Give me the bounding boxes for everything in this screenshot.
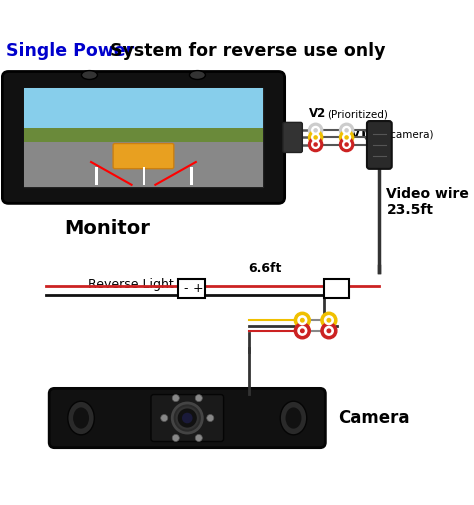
- Circle shape: [312, 140, 319, 148]
- FancyBboxPatch shape: [113, 143, 174, 169]
- Text: V2: V2: [310, 107, 327, 120]
- Circle shape: [321, 323, 337, 339]
- Text: +: +: [192, 282, 203, 295]
- Text: Reverse Light: Reverse Light: [88, 278, 174, 291]
- Text: 6.6ft: 6.6ft: [248, 262, 282, 275]
- Circle shape: [339, 123, 354, 137]
- Text: (2nd camera): (2nd camera): [364, 130, 434, 140]
- Circle shape: [325, 316, 333, 325]
- Ellipse shape: [68, 401, 94, 435]
- Circle shape: [312, 126, 319, 134]
- Circle shape: [343, 140, 350, 148]
- Circle shape: [345, 129, 348, 132]
- Circle shape: [345, 143, 348, 146]
- Circle shape: [195, 434, 202, 441]
- Circle shape: [207, 415, 214, 422]
- Circle shape: [182, 413, 192, 423]
- Ellipse shape: [190, 71, 205, 79]
- Bar: [178, 279, 205, 298]
- Text: Single Power: Single Power: [6, 42, 134, 60]
- Circle shape: [343, 126, 350, 134]
- Circle shape: [309, 130, 323, 144]
- Text: (Prioritized): (Prioritized): [327, 110, 388, 120]
- Circle shape: [195, 394, 202, 401]
- FancyBboxPatch shape: [49, 388, 325, 447]
- Circle shape: [309, 137, 323, 152]
- Ellipse shape: [82, 71, 98, 79]
- Circle shape: [294, 312, 310, 328]
- Circle shape: [314, 136, 317, 139]
- Circle shape: [309, 123, 323, 137]
- Circle shape: [312, 133, 319, 141]
- Bar: [325, 279, 349, 298]
- FancyBboxPatch shape: [151, 394, 224, 441]
- Ellipse shape: [73, 408, 89, 429]
- Bar: [24, 128, 263, 142]
- Circle shape: [298, 326, 307, 335]
- Circle shape: [172, 434, 179, 441]
- Circle shape: [314, 143, 317, 146]
- Circle shape: [161, 415, 168, 422]
- Bar: [24, 142, 263, 186]
- Bar: [95, 167, 98, 185]
- Bar: [143, 167, 145, 185]
- Circle shape: [177, 408, 198, 429]
- Circle shape: [327, 319, 331, 322]
- Text: V1: V1: [351, 128, 368, 141]
- Circle shape: [327, 329, 331, 333]
- Circle shape: [172, 394, 179, 401]
- Text: Video wire
23.5ft: Video wire 23.5ft: [386, 186, 469, 217]
- Ellipse shape: [280, 401, 307, 435]
- Circle shape: [301, 329, 304, 333]
- Bar: [190, 167, 193, 185]
- Circle shape: [339, 137, 354, 152]
- Text: -: -: [183, 282, 188, 295]
- Circle shape: [301, 319, 304, 322]
- Bar: [24, 88, 263, 128]
- Circle shape: [325, 326, 333, 335]
- Text: Camera: Camera: [338, 409, 409, 427]
- Circle shape: [343, 133, 350, 141]
- Circle shape: [339, 130, 354, 144]
- Circle shape: [314, 129, 317, 132]
- FancyBboxPatch shape: [283, 122, 302, 153]
- Text: Monitor: Monitor: [64, 219, 151, 238]
- Circle shape: [345, 136, 348, 139]
- Circle shape: [321, 312, 337, 328]
- Ellipse shape: [285, 408, 301, 429]
- FancyBboxPatch shape: [367, 121, 392, 169]
- Circle shape: [298, 316, 307, 325]
- Circle shape: [172, 403, 202, 433]
- Circle shape: [294, 323, 310, 339]
- FancyBboxPatch shape: [2, 72, 285, 204]
- Bar: [24, 88, 263, 186]
- Text: System for reverse use only: System for reverse use only: [104, 42, 385, 60]
